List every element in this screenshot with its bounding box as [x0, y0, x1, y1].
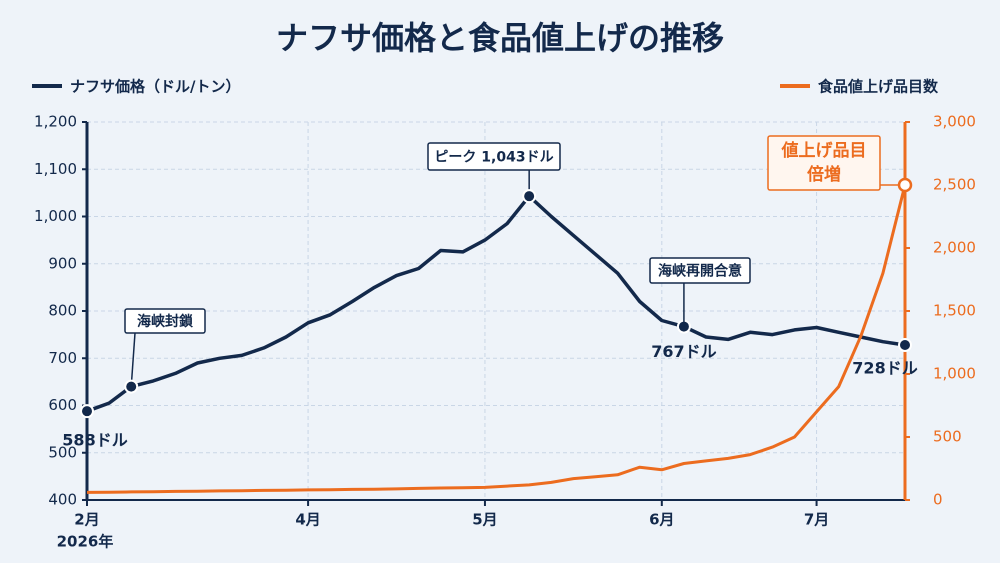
annotation: ピーク 1,043ドル	[434, 150, 553, 166]
callout-box	[767, 135, 881, 191]
y2-tick-label: 0	[933, 491, 943, 509]
callout-box	[649, 257, 751, 284]
y-tick-label: 1,200	[34, 113, 77, 131]
chart-title: ナフサ価格と食品値上げの推移	[276, 19, 724, 57]
annotation: 海峡再開合意	[658, 263, 742, 280]
x-year-label: 2026年	[57, 533, 114, 551]
series-line	[86, 184, 907, 494]
y-tick-label: 900	[48, 254, 77, 272]
y-tick-label: 1,100	[34, 160, 77, 178]
callout-line	[130, 332, 136, 387]
x-tick-label: 7月	[804, 511, 829, 529]
y2-tick-label: 3,000	[933, 113, 976, 131]
y-tick-label: 600	[48, 396, 77, 414]
x-tick-label: 5月	[472, 511, 497, 529]
legend-label: ナフサ価格（ドル/トン）	[70, 78, 240, 96]
point-marker	[898, 338, 912, 353]
y2-tick-label: 1,500	[933, 302, 976, 320]
value-label: 767ドル	[651, 342, 716, 361]
y-tick-label: 800	[48, 302, 77, 320]
point-marker	[522, 189, 537, 204]
value-label: 728ドル	[852, 359, 917, 378]
callout-box	[427, 142, 561, 171]
y-tick-label: 400	[48, 491, 77, 509]
annotation: 海峡封鎖	[137, 313, 194, 330]
y-tick-label: 500	[48, 443, 77, 461]
y-tick-label: 1,000	[34, 207, 77, 225]
y2-tick-label: 500	[933, 428, 962, 446]
value-label: 588ドル	[62, 431, 127, 450]
y2-tick-label: 1,000	[933, 365, 976, 383]
y2-tick-label: 2,500	[933, 176, 976, 194]
point-marker	[80, 404, 94, 419]
y2-tick-label: 2,000	[933, 239, 976, 257]
annotation: 倍増	[807, 164, 841, 185]
x-tick-label: 4月	[295, 511, 320, 529]
annotation: 値上げ品目	[781, 140, 867, 161]
point-marker	[897, 177, 913, 193]
series-line	[86, 194, 906, 413]
callout-box	[124, 308, 206, 334]
point-marker	[124, 379, 139, 394]
y-tick-label: 700	[48, 349, 77, 367]
x-tick-label: 2月	[74, 511, 99, 529]
legend-label: 食品値上げ品目数	[818, 78, 939, 96]
x-tick-label: 6月	[649, 511, 674, 529]
